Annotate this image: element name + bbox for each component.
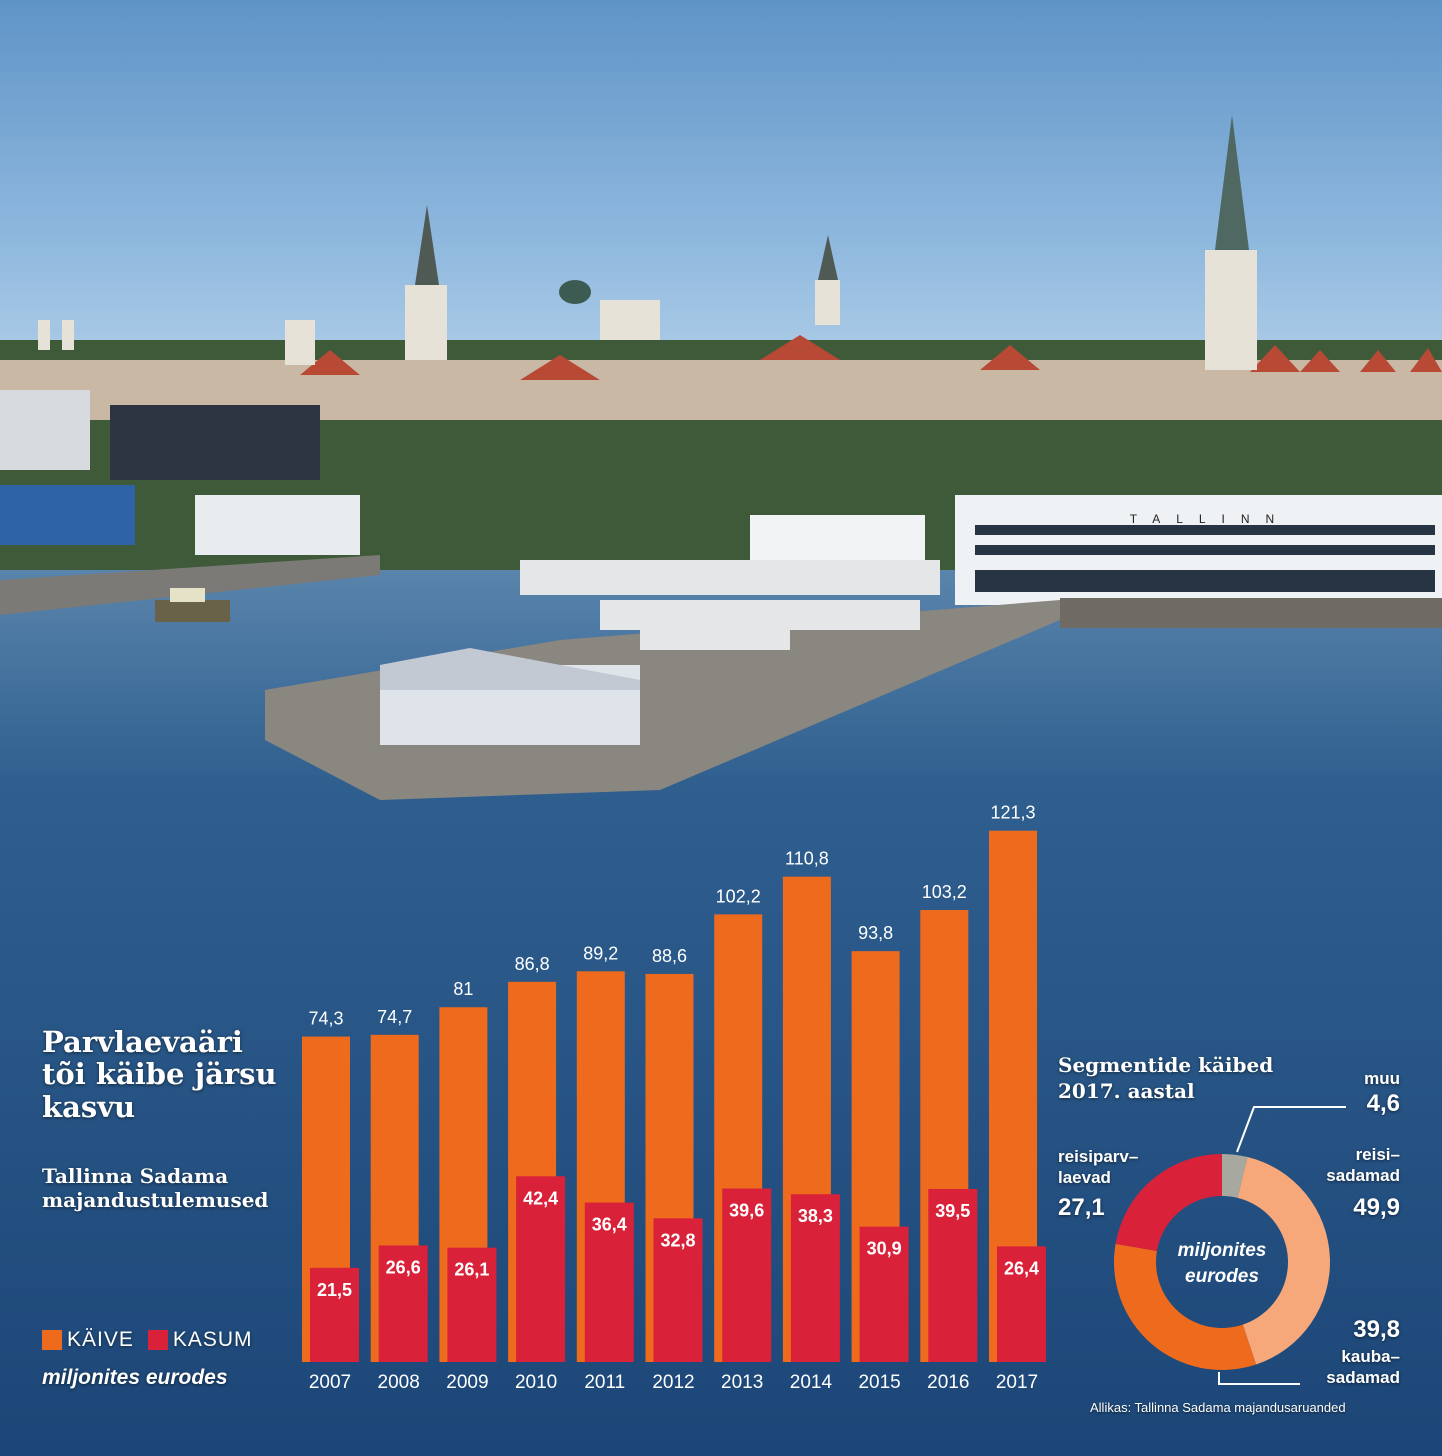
- bar-kasum-2014: [790, 1194, 840, 1362]
- donut-value-reisiparvlaevad: 27,1: [1058, 1194, 1105, 1221]
- donut-value-kaubasadamad: 39,8: [1353, 1316, 1400, 1343]
- label-kaive-2015: 93,8: [858, 923, 893, 943]
- label-kaive-2007: 74,3: [308, 1009, 343, 1029]
- bar-kasum-2008: [378, 1245, 428, 1362]
- label-kasum-2008: 26,6: [386, 1257, 421, 1277]
- label-kasum-2014: 38,3: [798, 1206, 833, 1226]
- donut-title: Segmentide käibed 2017. aastal: [1058, 1053, 1274, 1103]
- donut-label-reisisadamad-text: reisi– sadamad: [1326, 1145, 1400, 1186]
- label-kasum-2012: 32,8: [660, 1230, 695, 1250]
- label-kasum-2009: 26,1: [454, 1260, 489, 1280]
- donut-label-kaubasadamad: kauba– sadamad: [1300, 1346, 1400, 1389]
- legend-label-kasum: KASUM: [172, 1328, 253, 1351]
- label-kasum-2016: 39,5: [935, 1201, 970, 1221]
- x-tick-2008: 2008: [378, 1372, 420, 1393]
- x-tick-2009: 2009: [446, 1372, 488, 1393]
- x-tick-2007: 2007: [309, 1372, 351, 1393]
- chart-subtitle: Tallinna Sadama majandustulemused: [42, 1164, 269, 1212]
- label-kaive-2008: 74,7: [377, 1007, 412, 1027]
- label-kasum-2013: 39,6: [729, 1201, 764, 1221]
- bar-kasum-2016: [928, 1188, 978, 1362]
- legend: KÄIVE KASUM: [42, 1328, 267, 1352]
- x-tick-2013: 2013: [721, 1372, 763, 1393]
- bar-kasum-2010: [516, 1176, 566, 1362]
- legend-item-kaive: KÄIVE: [42, 1328, 134, 1352]
- donut-value-muu: 4,6: [1366, 1090, 1400, 1117]
- label-kasum-2010: 42,4: [523, 1188, 558, 1208]
- donut-label-reisisadamad: reisi– sadamad: [1300, 1144, 1400, 1187]
- donut-label-muu: muu: [1364, 1069, 1400, 1088]
- donut-value-reisisadamad: 49,9: [1353, 1194, 1400, 1221]
- label-kasum-2017: 26,4: [1004, 1258, 1039, 1278]
- unit-label: miljonites eurodes: [42, 1366, 228, 1389]
- terminal-sign: TALLINN: [1130, 512, 1290, 526]
- label-kaive-2016: 103,2: [922, 882, 967, 902]
- donut-label-reisiparvlaevad: reisiparv– laevad: [1058, 1146, 1168, 1189]
- x-tick-2017: 2017: [996, 1372, 1038, 1393]
- bar-kasum-2007: [310, 1267, 359, 1362]
- legend-swatch-kasum: [147, 1330, 168, 1350]
- label-kaive-2014: 110,8: [785, 849, 829, 869]
- x-tick-2010: 2010: [515, 1372, 557, 1393]
- x-tick-2015: 2015: [858, 1372, 900, 1393]
- bar-kasum-2017: [997, 1246, 1046, 1362]
- bar-kasum-2011: [584, 1202, 634, 1362]
- label-kaive-2017: 121,3: [990, 803, 1035, 823]
- label-kaive-2009: 81: [453, 979, 473, 999]
- bar-kasum-2015: [859, 1226, 909, 1362]
- label-kasum-2015: 30,9: [867, 1239, 902, 1259]
- bar-kasum-2009: [447, 1247, 497, 1362]
- x-tick-2016: 2016: [927, 1372, 969, 1393]
- legend-label-kaive: KÄIVE: [67, 1328, 134, 1351]
- label-kaive-2012: 88,6: [652, 946, 687, 966]
- x-tick-2014: 2014: [790, 1372, 833, 1393]
- label-kasum-2011: 36,4: [592, 1215, 627, 1235]
- label-kaive-2010: 86,8: [515, 954, 550, 974]
- chart-title: Parvlaevaäri tõi käibe järsu kasvu: [42, 1025, 277, 1124]
- x-tick-2011: 2011: [584, 1372, 625, 1393]
- legend-item-kasum: KASUM: [147, 1328, 253, 1352]
- label-kaive-2013: 102,2: [716, 886, 761, 906]
- bar-kasum-2013: [722, 1188, 772, 1362]
- source-note: Allikas: Tallinna Sadama majandusaruande…: [1090, 1400, 1346, 1415]
- donut-label-kaubasadamad-text: kauba– sadamad: [1326, 1347, 1400, 1388]
- legend-swatch-kaive: [42, 1330, 62, 1350]
- x-tick-2012: 2012: [652, 1372, 694, 1393]
- label-kasum-2007: 21,5: [317, 1280, 352, 1300]
- label-kaive-2011: 89,2: [583, 943, 618, 963]
- donut-label-reisiparvlaevad-text: reisiparv– laevad: [1058, 1147, 1139, 1188]
- bar-kasum-2012: [653, 1218, 703, 1362]
